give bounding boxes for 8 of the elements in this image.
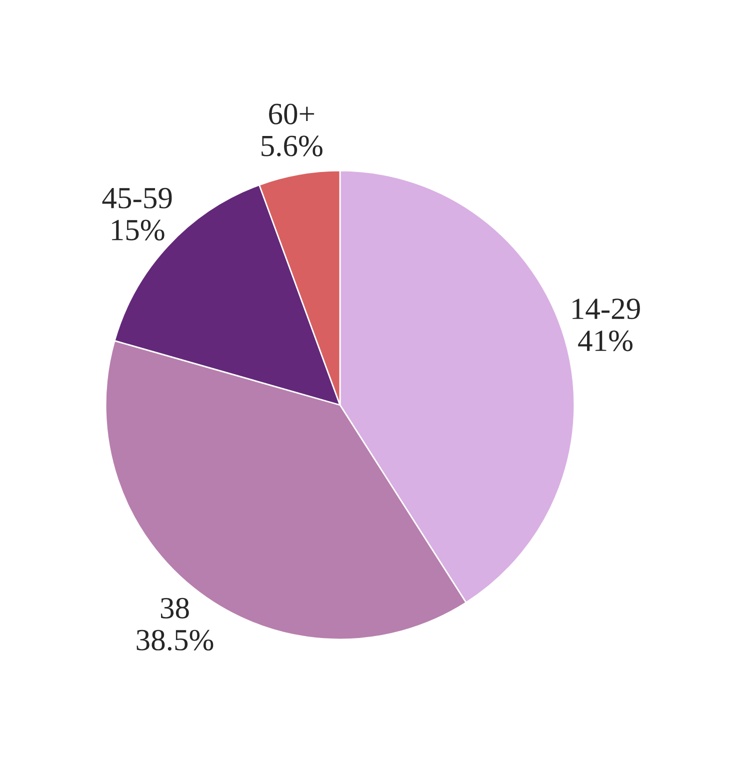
slice-label: 45-59	[102, 188, 172, 208]
data-label: 41%	[578, 330, 632, 352]
data-label: 38.5%	[136, 630, 214, 651]
data-label: 15%	[112, 220, 164, 240]
slice-label: 14-29	[572, 298, 640, 320]
slice-label: 60+	[269, 104, 314, 124]
slice-label: 38	[160, 598, 189, 618]
data-label: 5.6%	[262, 136, 322, 156]
